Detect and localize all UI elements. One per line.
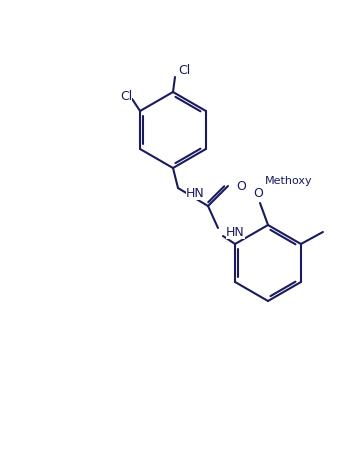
Text: O: O <box>253 187 263 199</box>
Text: Cl: Cl <box>120 89 132 102</box>
Text: HN: HN <box>186 187 205 199</box>
Text: Methoxy: Methoxy <box>265 176 313 186</box>
Text: Cl: Cl <box>178 63 190 77</box>
Text: O: O <box>236 180 246 193</box>
Text: HN: HN <box>226 226 245 238</box>
